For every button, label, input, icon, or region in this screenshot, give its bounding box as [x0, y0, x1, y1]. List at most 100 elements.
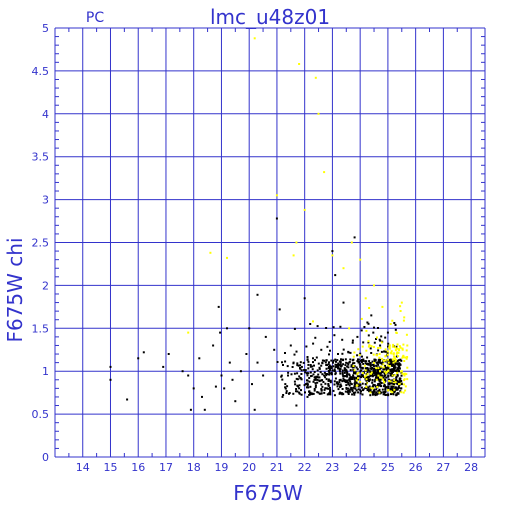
data-point-cluster: [356, 368, 359, 371]
data-point-cluster: [327, 378, 330, 381]
data-point-black: [287, 374, 289, 377]
data-point-black: [334, 274, 337, 277]
data-point-cluster: [309, 385, 312, 388]
data-point-cluster: [360, 366, 363, 369]
data-point-cluster: [382, 385, 385, 388]
y-tick-label: 2: [42, 279, 49, 292]
data-point-cluster: [352, 369, 355, 371]
data-point-cluster: [369, 365, 372, 367]
data-point-black: [137, 357, 140, 360]
data-point-cluster: [321, 359, 324, 362]
data-point-cluster: [343, 368, 346, 371]
data-point-cluster: [391, 364, 394, 367]
data-point-cluster: [300, 393, 303, 396]
data-point-black: [284, 383, 287, 386]
data-point-cluster: [341, 388, 344, 390]
data-point-yellow-cluster: [402, 356, 405, 359]
data-point-yellow-cluster: [399, 310, 402, 312]
data-point-cluster: [383, 350, 386, 353]
data-point-cluster: [379, 344, 382, 347]
data-point-cluster: [330, 359, 333, 362]
data-point-black: [400, 383, 403, 386]
data-point-black: [389, 374, 392, 377]
data-point-yellow-cluster: [372, 346, 375, 348]
data-point-cluster: [360, 369, 363, 372]
data-point-cluster: [288, 392, 291, 394]
data-point-cluster: [276, 361, 279, 363]
data-point-yellow: [275, 194, 278, 197]
data-point-yellow-cluster: [392, 343, 395, 346]
data-point-cluster: [348, 384, 351, 387]
data-point-yellow-cluster: [369, 391, 372, 394]
data-point-black: [109, 378, 112, 381]
data-point-cluster: [359, 370, 362, 373]
data-point-cluster: [351, 393, 354, 396]
data-point-cluster: [377, 377, 380, 380]
data-point-cluster: [362, 389, 364, 392]
data-point-yellow-cluster: [372, 387, 375, 390]
data-point-yellow: [381, 305, 384, 308]
x-tick-labels: 14 15 16 17 18 19 20 21 22 23 24 25 26 27 28: [76, 461, 478, 474]
data-point-black: [367, 378, 370, 381]
data-point-cluster: [300, 378, 303, 381]
data-point-cluster: [395, 369, 398, 372]
data-point-cluster: [359, 389, 362, 392]
data-point-yellow: [400, 301, 403, 304]
data-point-yellow-cluster: [353, 351, 356, 354]
data-point-cluster: [349, 369, 352, 372]
data-point-cluster: [332, 326, 335, 329]
data-point-yellow-cluster: [389, 351, 392, 354]
data-point-cluster: [393, 390, 396, 393]
data-point-black: [298, 391, 301, 394]
data-point-yellow-cluster: [377, 374, 380, 377]
data-point-yellow-cluster: [393, 374, 396, 377]
data-point-cluster: [326, 345, 329, 348]
data-point-yellow-cluster: [365, 329, 368, 332]
data-point-cluster: [390, 388, 393, 391]
data-point-cluster: [395, 393, 398, 396]
data-point-cluster: [309, 391, 312, 394]
data-point-cluster: [328, 353, 330, 356]
data-point-black: [306, 395, 309, 398]
data-point-cluster: [356, 375, 359, 378]
data-point-yellow-cluster: [401, 348, 404, 351]
data-point-black: [323, 374, 326, 377]
data-point-yellow-cluster: [392, 381, 395, 384]
data-point-cluster: [340, 385, 343, 388]
data-point-yellow-cluster: [382, 366, 385, 369]
data-point-cluster: [354, 372, 357, 375]
data-point-cluster: [332, 389, 335, 392]
data-point-yellow-cluster: [376, 386, 379, 388]
data-point-cluster: [361, 393, 364, 396]
data-point-cluster: [373, 384, 376, 387]
data-point-yellow: [398, 383, 400, 386]
data-point-cluster: [381, 362, 384, 365]
data-point-cluster: [323, 371, 326, 374]
data-point-cluster: [340, 392, 342, 395]
data-point-cluster: [362, 358, 365, 361]
data-point-cluster: [293, 353, 296, 356]
data-point-cluster: [397, 385, 400, 388]
data-point-cluster: [372, 331, 375, 334]
data-point-cluster: [326, 364, 329, 367]
data-point-cluster: [369, 374, 372, 377]
data-point-black: [231, 378, 234, 381]
data-point-yellow-cluster: [365, 385, 368, 388]
data-point-cluster: [375, 391, 378, 394]
data-point-cluster: [387, 345, 389, 348]
data-point-cluster: [333, 369, 336, 372]
data-point-cluster: [320, 383, 323, 386]
data-point-cluster: [306, 356, 309, 358]
data-point-cluster: [299, 367, 301, 369]
data-point-black: [292, 361, 295, 364]
data-point-cluster: [318, 376, 321, 379]
data-point-cluster: [393, 364, 396, 367]
data-point-cluster: [371, 373, 374, 376]
data-point-cluster: [339, 372, 342, 375]
data-point-cluster: [358, 375, 361, 378]
data-point-black: [359, 365, 362, 368]
data-point-cluster: [334, 358, 337, 361]
data-point-cluster: [306, 358, 309, 361]
data-point-cluster: [330, 371, 333, 374]
data-point-cluster: [349, 351, 352, 354]
